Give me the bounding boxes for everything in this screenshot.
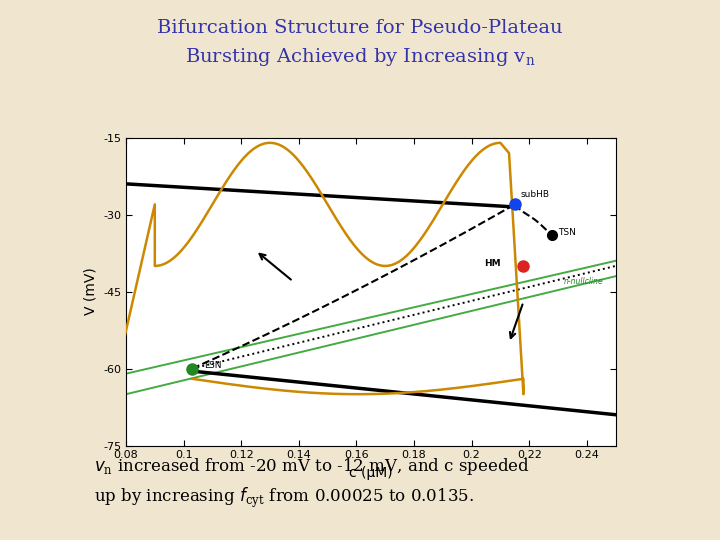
X-axis label: c (μM): c (μM) — [349, 466, 392, 480]
Text: Bifurcation Structure for Pseudo-Plateau: Bifurcation Structure for Pseudo-Plateau — [157, 19, 563, 37]
Y-axis label: V (mV): V (mV) — [84, 268, 97, 315]
Text: TSN: TSN — [558, 228, 576, 237]
Text: n-nullcline: n-nullcline — [564, 277, 603, 286]
Text: $v_\mathregular{n}$ increased from -20 mV to -12 mV, and c speeded: $v_\mathregular{n}$ increased from -20 m… — [94, 456, 529, 477]
Text: up by increasing $f_\mathregular{cyt}$ from 0.00025 to 0.0135.: up by increasing $f_\mathregular{cyt}$ f… — [94, 486, 474, 510]
Text: subHB: subHB — [521, 190, 549, 199]
Text: Bursting Achieved by Increasing v$_\mathregular{n}$: Bursting Achieved by Increasing v$_\math… — [185, 46, 535, 68]
Text: LSN: LSN — [204, 361, 221, 370]
Text: HM: HM — [484, 259, 500, 268]
